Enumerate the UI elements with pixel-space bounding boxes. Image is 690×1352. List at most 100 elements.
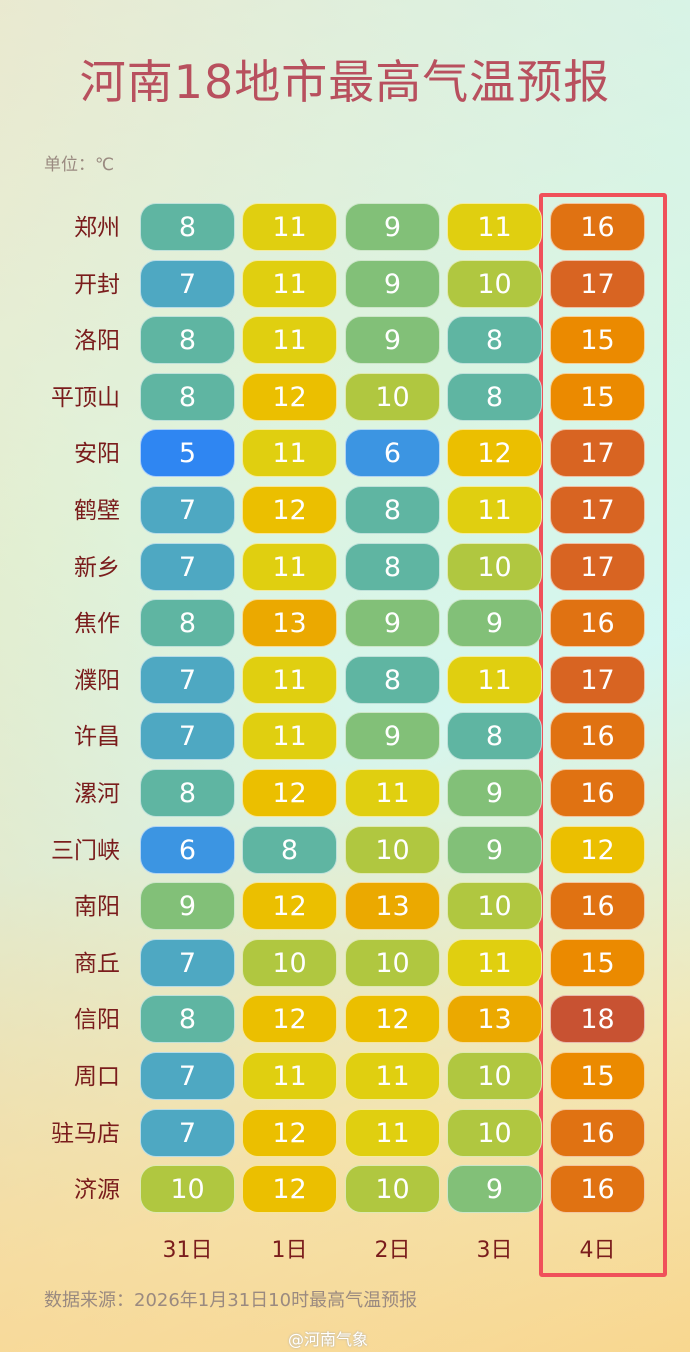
temp-cell: 11 [345,769,440,817]
temp-cell: 10 [345,1165,440,1214]
temp-cell: 16 [550,599,645,648]
temp-cell: 13 [242,599,337,648]
temp-cell: 7 [140,655,235,704]
day-label: 1日 [271,1238,308,1263]
temp-cell: 10 [447,542,542,591]
temp-cell: 15 [550,316,645,365]
temp-cell: 8 [345,542,440,591]
temp-cell: 10 [345,372,440,421]
city-label: 平顶山 [51,384,120,411]
temp-cell: 7 [140,712,235,761]
temp-cell: 7 [140,1108,235,1157]
temp-cell: 9 [447,599,542,648]
temp-cell: 12 [447,429,542,478]
temp-cell: 9 [345,599,440,648]
temp-cell: 11 [345,1108,440,1157]
day-label: 3日 [476,1238,513,1263]
temp-cell: 9 [345,259,440,308]
temp-cell: 10 [447,259,542,308]
city-label: 郑州 [74,215,120,241]
temp-cell: 12 [345,995,440,1044]
temp-cell: 11 [242,316,337,365]
temp-cell: 10 [447,1052,542,1100]
temp-cell: 7 [140,486,235,534]
temp-cell: 5 [140,429,235,478]
temp-cell: 16 [550,712,645,761]
temp-cell: 8 [447,372,542,421]
city-label: 洛阳 [74,328,120,355]
city-label: 漯河 [74,781,120,807]
temp-cell: 11 [242,542,337,591]
temp-cell: 10 [140,1165,235,1214]
temp-cell: 17 [550,486,645,534]
temp-cell: 9 [447,1165,542,1214]
temp-cell: 11 [242,1052,337,1100]
temp-cell: 11 [447,486,542,534]
city-label: 南阳 [74,894,120,921]
watermark: @河南气象 [288,1330,369,1349]
temp-cell: 8 [140,769,235,817]
temp-cell: 7 [140,259,235,308]
temp-cell: 8 [140,599,235,648]
temp-cell: 7 [140,938,235,987]
temp-cell: 9 [140,882,235,931]
temp-cell: 13 [447,995,542,1044]
city-label: 济源 [74,1177,120,1204]
temp-cell: 11 [242,429,337,478]
temp-cell: 11 [447,655,542,704]
page-title: 河南18地市最高气温预报 [79,55,611,109]
temp-cell: 9 [345,712,440,761]
temp-cell: 17 [550,542,645,591]
temp-cell: 9 [447,769,542,817]
temp-cell: 7 [140,1052,235,1100]
temp-cell: 12 [242,372,337,421]
temp-cell: 12 [242,1165,337,1214]
temp-cell: 16 [550,203,645,251]
data-source: 数据来源：2026年1月31日10时最高气温预报 [44,1290,418,1311]
temp-cell: 10 [242,938,337,987]
temp-cell: 13 [345,882,440,931]
temp-cell: 11 [242,712,337,761]
temp-cell: 9 [345,316,440,365]
day-label: 31日 [162,1238,213,1263]
temp-cell: 15 [550,1052,645,1100]
temp-cell: 16 [550,1108,645,1157]
city-label: 信阳 [74,1007,120,1034]
temp-cell: 9 [447,825,542,874]
temp-cell: 12 [242,486,337,534]
city-label: 安阳 [74,441,120,468]
temp-cell: 11 [447,938,542,987]
temp-cell: 17 [550,429,645,478]
city-label: 三门峡 [51,837,120,864]
day-label: 4日 [579,1238,616,1263]
temp-cell: 12 [242,1108,337,1157]
temp-cell: 8 [242,825,337,874]
temp-cell: 16 [550,1165,645,1214]
temp-cell: 15 [550,372,645,421]
temp-cell: 8 [345,486,440,534]
city-label: 新乡 [74,554,120,581]
temp-cell: 16 [550,769,645,817]
temp-cell: 8 [140,372,235,421]
temp-cell: 8 [140,203,235,251]
temp-cell: 17 [550,259,645,308]
temp-cell: 10 [345,825,440,874]
city-label: 周口 [74,1064,120,1090]
temp-cell: 10 [447,882,542,931]
unit-label: 单位：℃ [44,155,115,175]
city-label: 许昌 [74,724,120,751]
city-label: 鹤壁 [74,498,120,524]
temp-cell: 16 [550,882,645,931]
temp-cell: 8 [345,655,440,704]
temp-cell: 7 [140,542,235,591]
city-label: 开封 [74,271,120,298]
temp-cell: 11 [447,203,542,251]
temp-cell: 11 [242,655,337,704]
city-label: 驻马店 [51,1120,120,1147]
temp-cell: 11 [345,1052,440,1100]
temp-cell: 17 [550,655,645,704]
temp-cell: 11 [242,203,337,251]
temp-cell: 18 [550,995,645,1044]
temp-cell: 6 [345,429,440,478]
temp-cell: 6 [140,825,235,874]
